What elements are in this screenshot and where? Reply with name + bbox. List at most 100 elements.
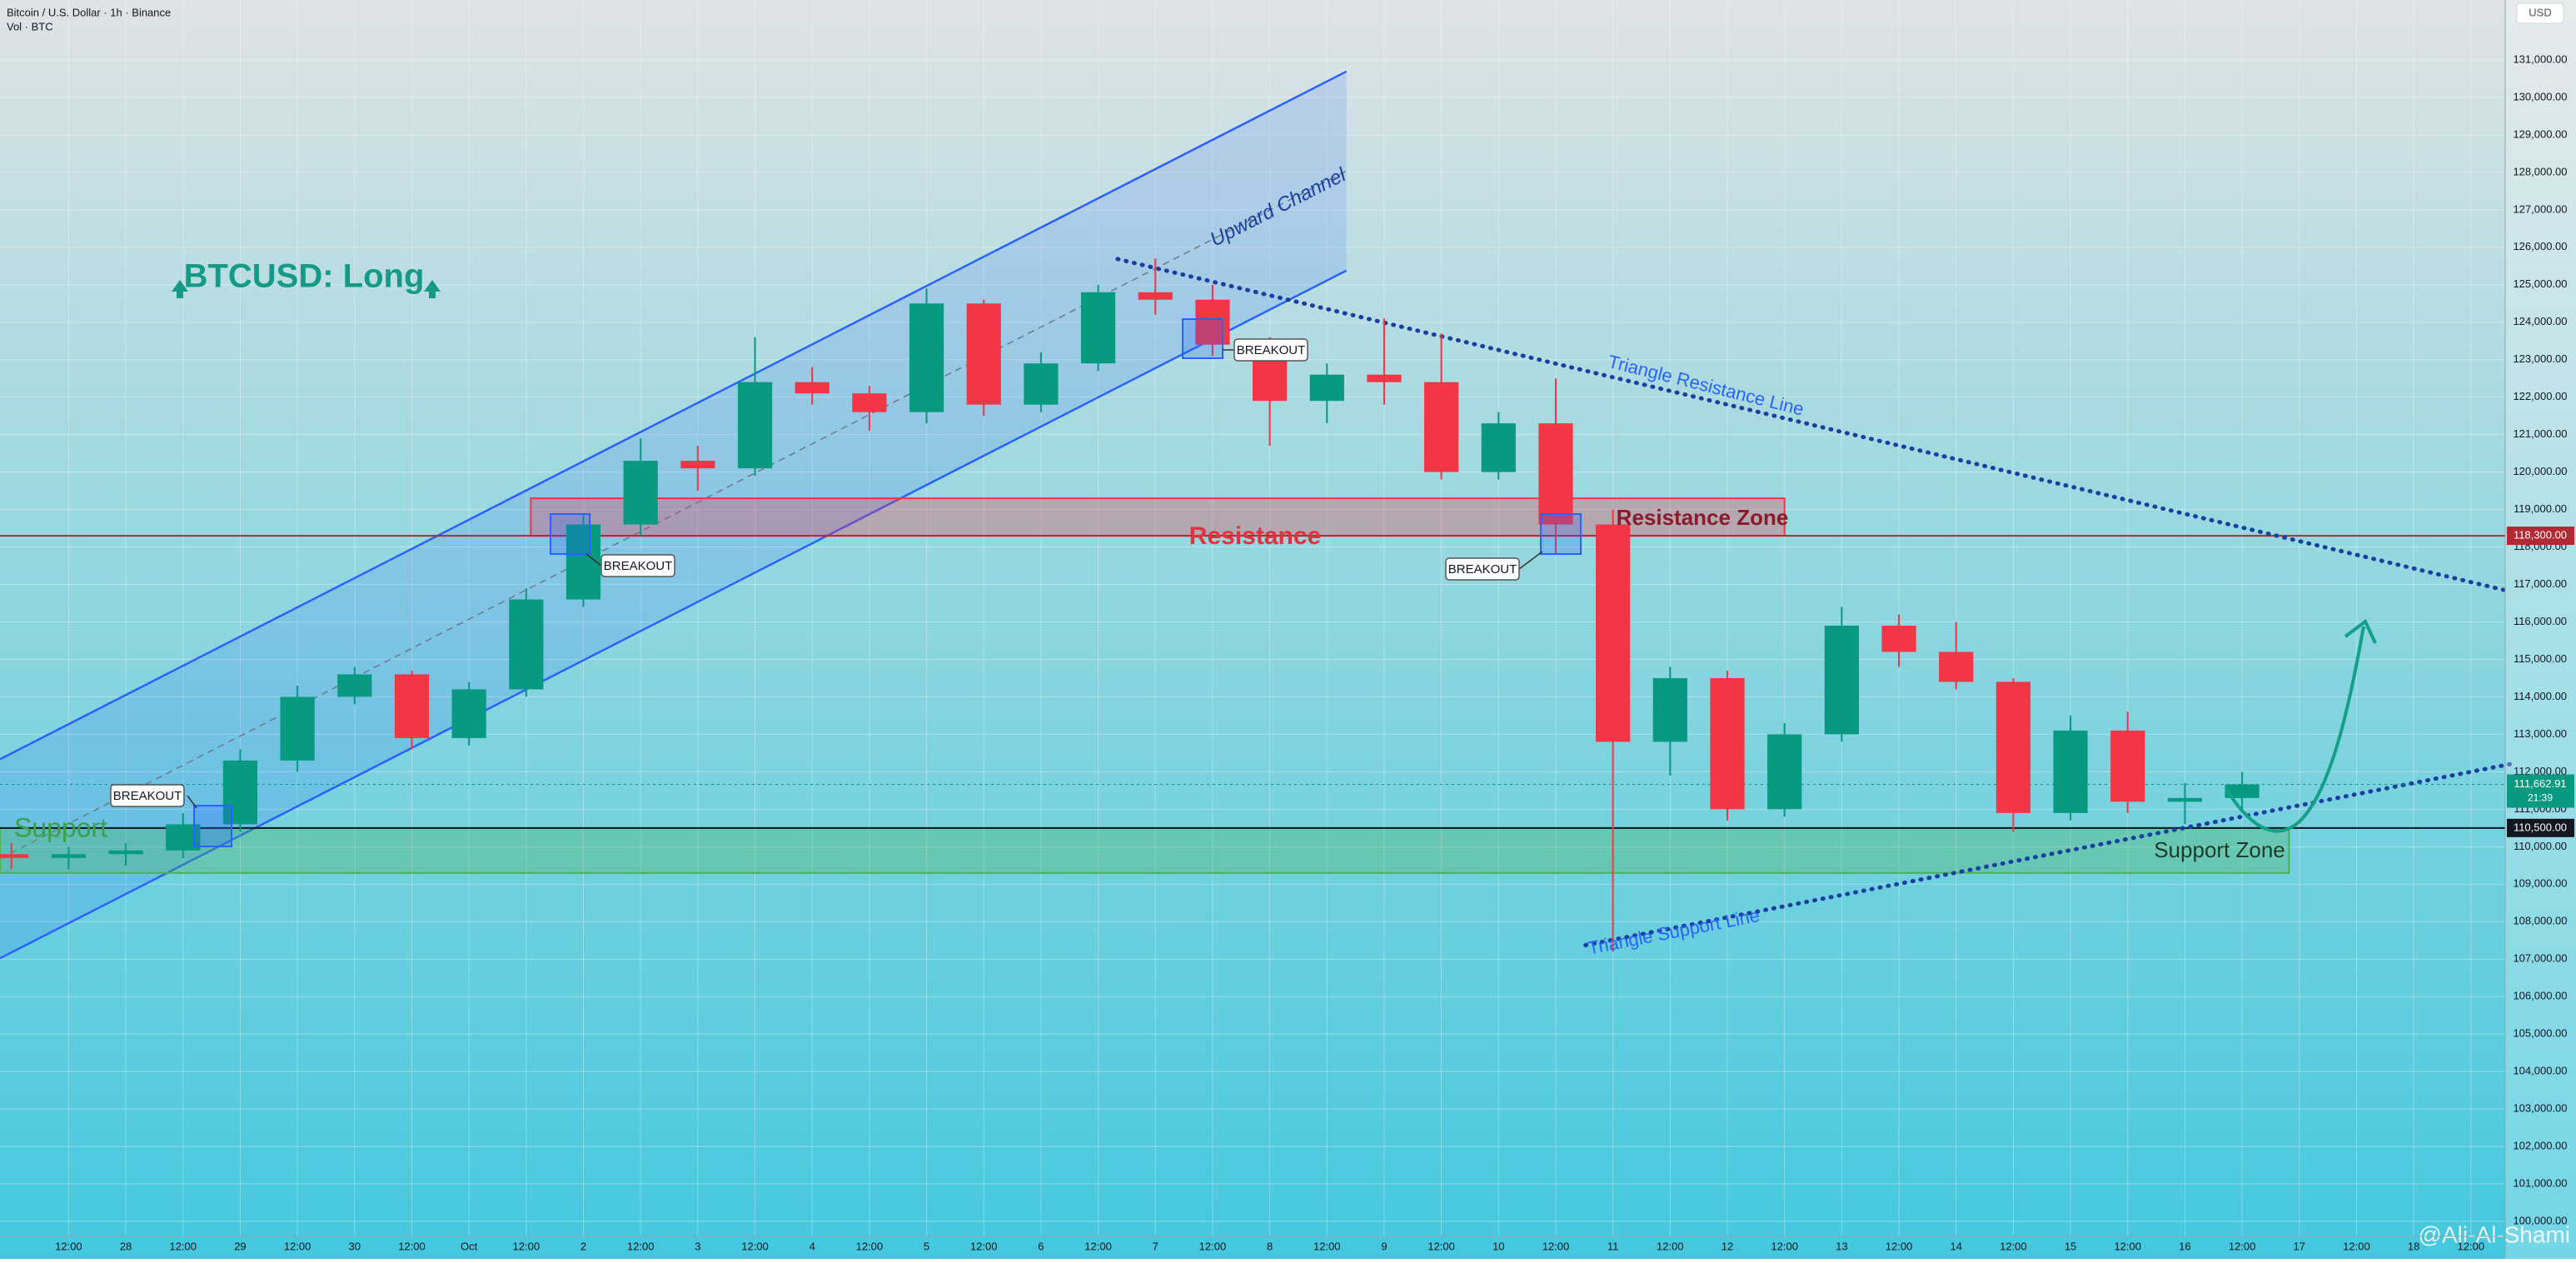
level-label: 118,300.00: [2514, 529, 2567, 542]
support-label: Support: [14, 812, 107, 842]
x-tick-label: 10: [1492, 1240, 1504, 1252]
x-tick-label: 12:00: [2229, 1240, 2256, 1252]
candle-body: [566, 524, 601, 600]
candle-body: [1652, 677, 1687, 742]
breakout-box: [550, 513, 590, 555]
x-tick-label: 12:00: [1313, 1240, 1341, 1252]
candle-body: [394, 674, 430, 738]
y-tick-label: 116,000.00: [2514, 615, 2567, 627]
candle-body: [1824, 625, 1859, 735]
breakout-label: BREAKOUT: [1237, 343, 1306, 357]
resistance-label: Resistance: [1189, 522, 1321, 550]
x-tick-label: 12:00: [1886, 1240, 1913, 1252]
y-tick-label: 115,000.00: [2514, 652, 2567, 665]
candle-body: [1080, 292, 1116, 364]
candles: [0, 258, 2260, 952]
breakout-tag: BREAKOUT: [110, 784, 197, 809]
candle-body: [737, 382, 773, 469]
x-tick-label: 12:00: [398, 1240, 426, 1252]
x-tick-label: 12: [1721, 1240, 1733, 1252]
x-tick-label: 6: [1038, 1240, 1044, 1252]
level-label: 110,500.00: [2514, 821, 2567, 833]
breakout-tag: BREAKOUT: [1445, 551, 1543, 581]
y-tick-label: 128,000.00: [2513, 165, 2567, 177]
countdown-label: 21:39: [2528, 792, 2553, 804]
zone-label: Resistance Zone: [1617, 505, 1789, 530]
x-tick-label: 12:00: [627, 1240, 655, 1252]
x-tick-label: 12:00: [513, 1240, 541, 1252]
candle-body: [680, 461, 715, 469]
currency-box[interactable]: [2516, 2, 2564, 24]
x-tick-label: 15: [2065, 1240, 2076, 1252]
triangle-resistance-line: [1115, 257, 2512, 594]
y-tick-label: 110,000.00: [2514, 840, 2567, 852]
zone: [530, 497, 1786, 537]
x-tick-label: 3: [695, 1240, 700, 1252]
breakout-box: [193, 805, 232, 847]
y-tick-label: 114,000.00: [2514, 690, 2567, 702]
x-tick-label: 12:00: [1084, 1240, 1112, 1252]
y-tick-label: 109,000.00: [2513, 877, 2567, 890]
x-tick-label: 17: [2294, 1240, 2305, 1252]
candle-body: [1309, 374, 1344, 402]
candle-body: [2110, 730, 2145, 802]
breakout-tag: BREAKOUT: [1223, 338, 1308, 362]
level-marker: [2507, 527, 2574, 546]
channel-fill: [0, 71, 1347, 959]
idea-title: BTCUSD: Long: [184, 258, 425, 295]
last-price-marker: [2507, 774, 2574, 808]
breakout-box: [1182, 318, 1223, 359]
x-tick-label: 12:00: [2000, 1240, 2027, 1252]
y-tick-label: 124,000.00: [2513, 315, 2567, 327]
candle-body: [1939, 651, 1974, 682]
x-tick-label: 12:00: [1199, 1240, 1227, 1252]
x-tick-label: 12:00: [284, 1240, 311, 1252]
x-tick-label: 12:00: [1657, 1240, 1684, 1252]
y-tick-label: 126,000.00: [2513, 240, 2567, 252]
y-tick-label: 121,000.00: [2513, 427, 2567, 440]
breakout-label: BREAKOUT: [113, 789, 182, 803]
candle-body: [966, 303, 1001, 405]
candle-body: [1481, 423, 1516, 472]
y-tick-label: 119,000.00: [2514, 502, 2567, 515]
y-tick-label: 106,000.00: [2513, 990, 2567, 1002]
x-tick-label: 8: [1267, 1240, 1273, 1252]
x-tick-label: 16: [2179, 1240, 2190, 1252]
candle-body: [2167, 797, 2203, 802]
drawings: [0, 70, 2512, 960]
x-tick-label: 12:00: [1771, 1240, 1798, 1252]
price-axis: [2505, 0, 2576, 1259]
zone: [0, 826, 2290, 874]
x-tick-label: 12:00: [169, 1240, 197, 1252]
candle-body: [1710, 677, 1745, 810]
x-tick-label: 12:00: [741, 1240, 769, 1252]
candle-body: [280, 696, 315, 761]
x-tick-label: 28: [120, 1240, 132, 1252]
y-tick-label: 112,000.00: [2514, 765, 2567, 777]
y-tick-label: 103,000.00: [2513, 1102, 2567, 1115]
currency-label[interactable]: USD: [2529, 6, 2551, 18]
x-tick-label: 12:00: [1542, 1240, 1570, 1252]
candle-body: [51, 854, 87, 858]
candle-body: [0, 854, 29, 858]
arrow-icon: [172, 280, 188, 298]
candle-body: [795, 382, 830, 394]
x-tick-label: 4: [810, 1240, 815, 1252]
candle-body: [1881, 625, 1916, 652]
x-tick-label: 5: [924, 1240, 929, 1252]
candle-body: [1996, 681, 2030, 813]
volume-label: Vol · BTC: [7, 20, 53, 32]
y-tick-label: 100,000.00: [2513, 1214, 2567, 1226]
x-tick-label: 7: [1153, 1240, 1158, 1252]
y-tick-label: 120,000.00: [2513, 465, 2567, 477]
arrow-icon: [424, 280, 441, 298]
candle-body: [451, 689, 486, 738]
y-tick-label: 113,000.00: [2514, 727, 2567, 740]
breakout-tag: BREAKOUT: [585, 553, 675, 577]
x-tick-label: 18: [2408, 1240, 2419, 1252]
breakout-label: BREAKOUT: [1448, 562, 1517, 577]
channel-upper: [0, 70, 1348, 761]
candle-body: [222, 760, 258, 825]
projection-arrowhead: [2344, 618, 2377, 644]
